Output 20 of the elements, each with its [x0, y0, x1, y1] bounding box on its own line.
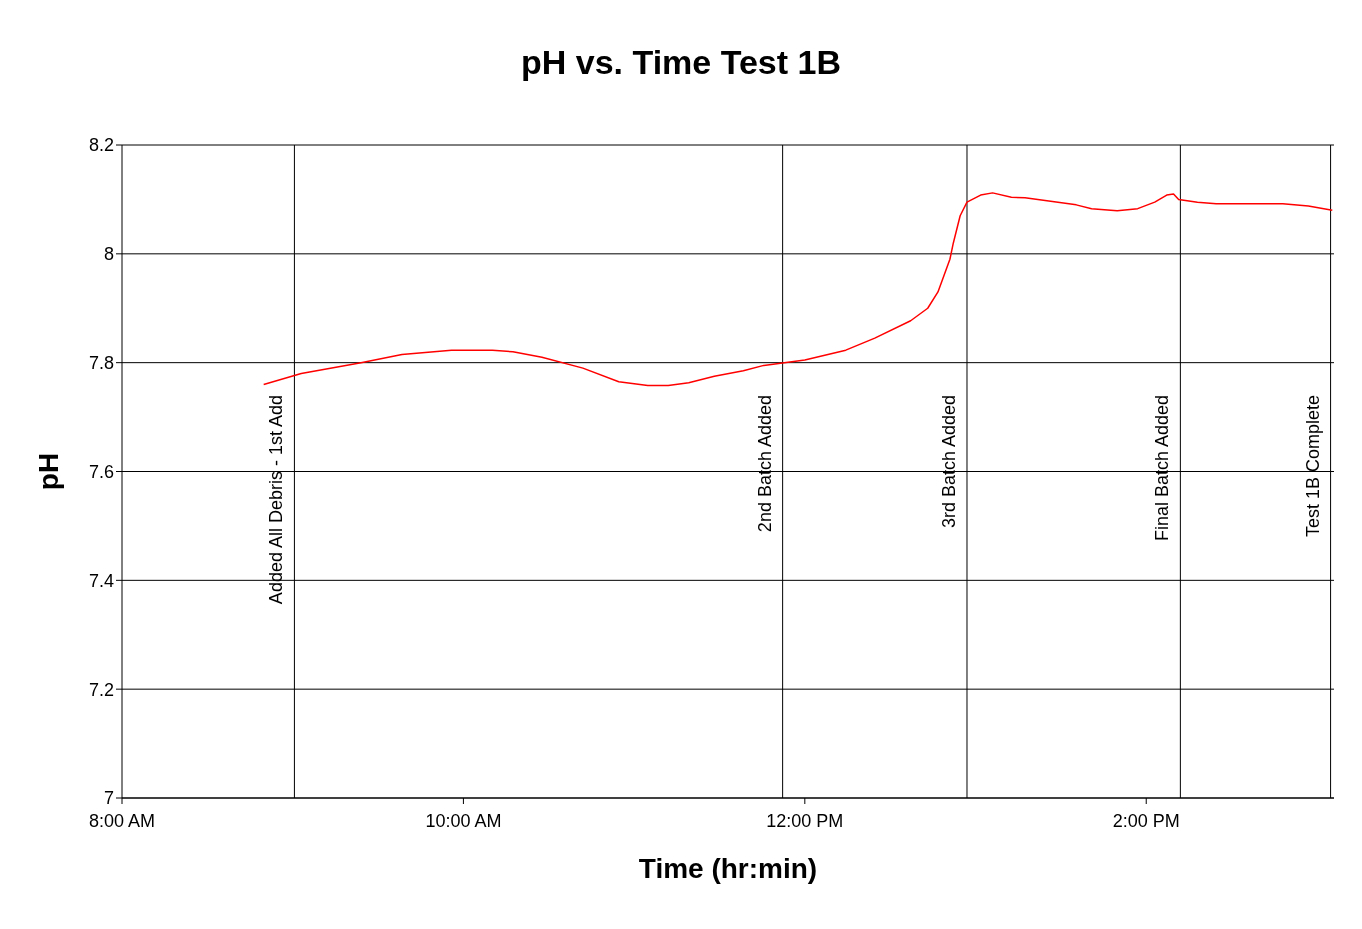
y-tick-label: 8.2 [88, 135, 114, 156]
y-tick-label: 7.6 [88, 461, 114, 482]
ref-line-label: 3rd Batch Added [938, 395, 959, 529]
ref-line-label: 2nd Batch Added [754, 395, 775, 533]
x-tick-label: 10:00 AM [425, 810, 502, 831]
y-tick-label: 7.8 [88, 353, 114, 374]
x-tick-label: 2:00 PM [1112, 810, 1180, 831]
y-axis-title: pH [32, 452, 64, 491]
y-tick-label: 7.4 [88, 570, 114, 591]
y-tick-label: 7 [103, 788, 114, 809]
chart-title: pH vs. Time Test 1B [520, 43, 842, 82]
ref-line-label: Test 1B Complete [1302, 395, 1323, 538]
line-series [262, 192, 1334, 387]
y-tick-label: 8 [103, 244, 114, 265]
ref-line-label: Final Batch Added [1152, 395, 1173, 542]
y-tick-label: 7.2 [88, 679, 114, 700]
x-tick-label: 12:00 PM [766, 810, 844, 831]
x-axis-title: Time (hr:min) [638, 853, 818, 884]
x-tick-label: 8:00 AM [88, 810, 156, 831]
ref-line-label: Added All Debris - 1st Add [266, 395, 287, 605]
